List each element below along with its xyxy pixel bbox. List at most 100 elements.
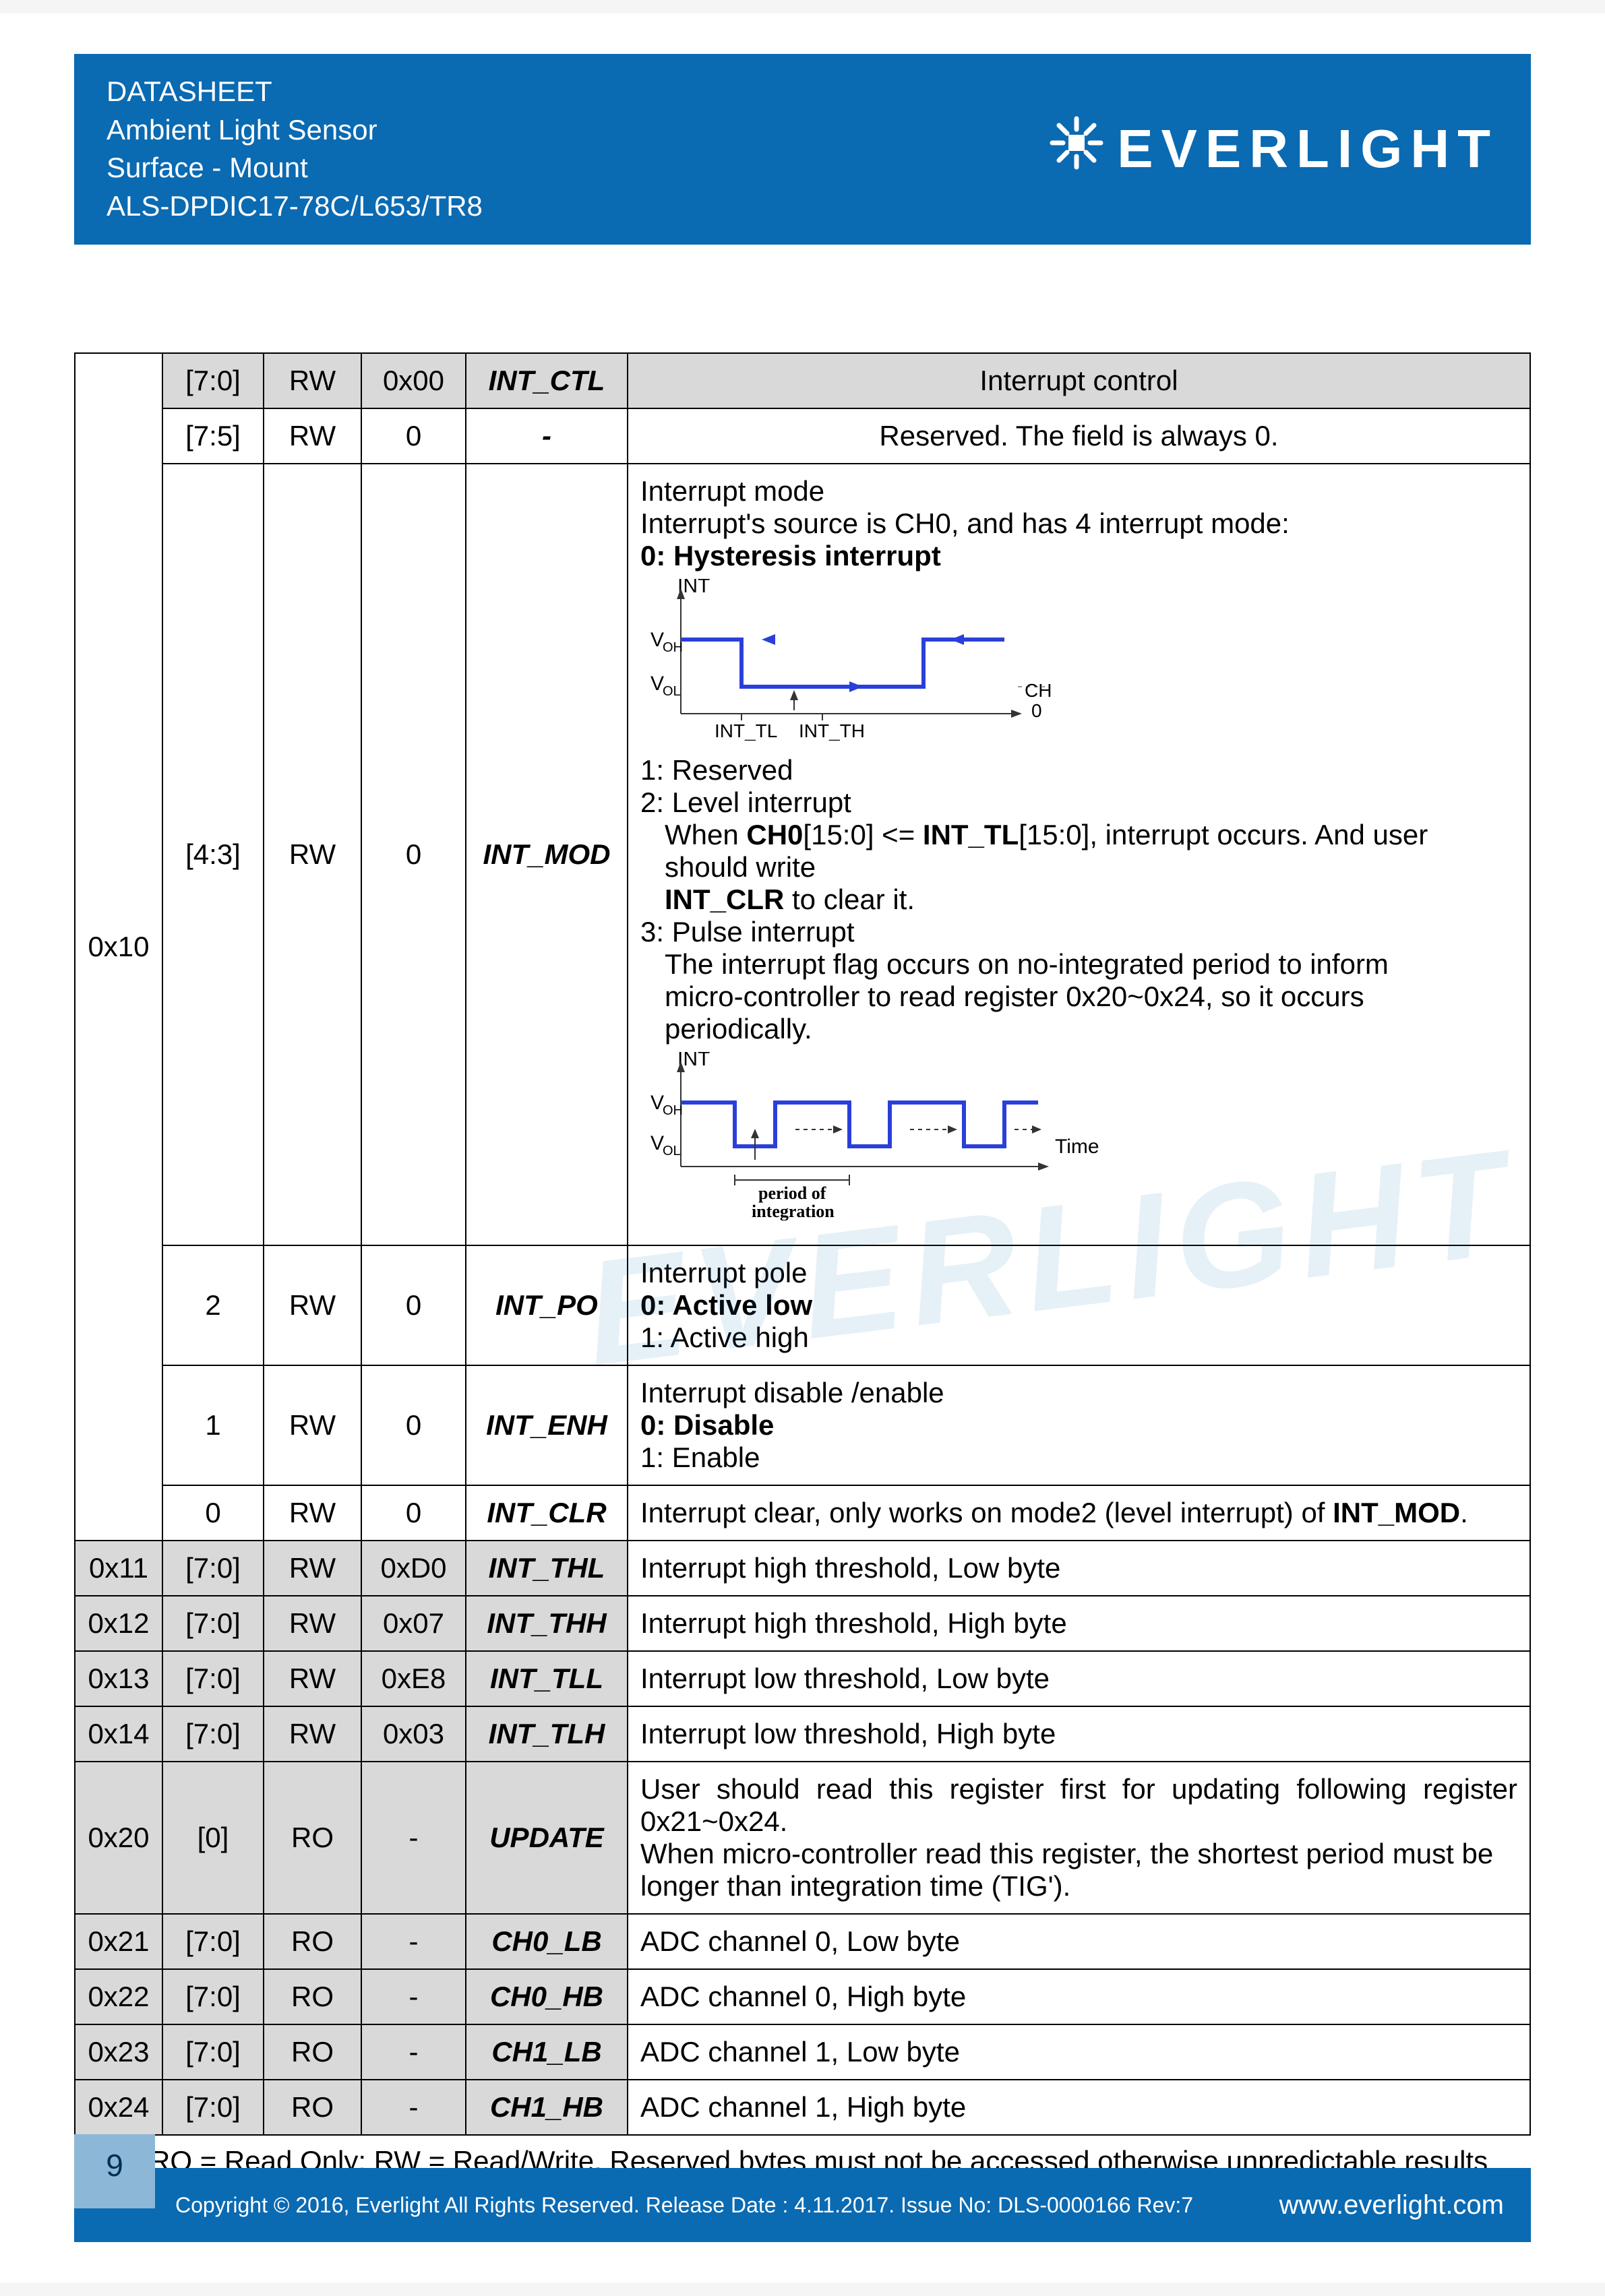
cell-rw: RW — [264, 1485, 361, 1541]
svg-text:OH: OH — [663, 1103, 683, 1118]
table-row: 0x12 [7:0] RW 0x07 INT_THH Interrupt hig… — [75, 1596, 1530, 1651]
intmod-m1: 1: Reserved — [640, 754, 1517, 786]
cell-def: 0x03 — [361, 1706, 466, 1762]
cell-def: 0x07 — [361, 1596, 466, 1651]
intenh-l1: Interrupt disable /enable — [640, 1377, 1517, 1409]
intpo-l2: 0: Active low — [640, 1289, 1517, 1322]
cell-name: INT_TLL — [466, 1651, 628, 1706]
svg-text:INT_TL: INT_TL — [715, 720, 777, 741]
cell-rw: RW — [264, 353, 361, 408]
cell-addr: 0x21 — [75, 1914, 162, 1969]
table-row: 2 RW 0 INT_PO Interrupt pole 0: Active l… — [75, 1245, 1530, 1365]
cell-desc: Reserved. The field is always 0. — [628, 408, 1530, 464]
cell-bits: [0] — [162, 1762, 264, 1914]
cell-desc: Interrupt pole 0: Active low 1: Active h… — [628, 1245, 1530, 1365]
header-line-3: Surface - Mount — [107, 149, 483, 187]
table-row: 0 RW 0 INT_CLR Interrupt clear, only wor… — [75, 1485, 1530, 1541]
cell-name: INT_CLR — [466, 1485, 628, 1541]
table-row: 0x13 [7:0] RW 0xE8 INT_TLL Interrupt low… — [75, 1651, 1530, 1706]
cell-def: 0 — [361, 1245, 466, 1365]
intmod-l3: 0: Hysteresis interrupt — [640, 540, 1517, 572]
cell-rw: RO — [264, 2024, 361, 2080]
cell-name: - — [466, 408, 628, 464]
cell-addr: 0x23 — [75, 2024, 162, 2080]
cell-bits: [7:0] — [162, 1914, 264, 1969]
svg-text:OL: OL — [663, 1144, 681, 1158]
cell-desc: ADC channel 0, High byte — [628, 1969, 1530, 2024]
intpo-l1: Interrupt pole — [640, 1257, 1517, 1289]
intmod-m3a: The interrupt flag occurs on no-integrat… — [640, 948, 1517, 981]
hysteresis-diagram: INT VOH VOL CH 0 — [640, 579, 1517, 741]
cell-rw: RW — [264, 1596, 361, 1651]
cell-bits: 1 — [162, 1365, 264, 1485]
footer-copyright: Copyright © 2016, Everlight All Rights R… — [175, 2193, 1279, 2218]
cell-addr: 0x14 — [75, 1706, 162, 1762]
cell-def: - — [361, 1762, 466, 1914]
cell-name: INT_PO — [466, 1245, 628, 1365]
update-l2: When micro-controller read this register… — [640, 1838, 1517, 1902]
cell-name: INT_MOD — [466, 464, 628, 1245]
cell-desc: User should read this register first for… — [628, 1762, 1530, 1914]
cell-desc: Interrupt high threshold, Low byte — [628, 1541, 1530, 1596]
svg-text:Time: Time — [1055, 1136, 1099, 1158]
intmod-l2: Interrupt's source is CH0, and has 4 int… — [640, 507, 1517, 540]
cell-addr: 0x11 — [75, 1541, 162, 1596]
cell-name: CH1_LB — [466, 2024, 628, 2080]
datasheet-page: EVERLIGHT DATASHEET Ambient Light Sensor… — [0, 13, 1605, 2283]
table-row: 0x10 [7:0] RW 0x00 INT_CTL Interrupt con… — [75, 353, 1530, 408]
cell-bits: [7:0] — [162, 1969, 264, 2024]
svg-text:period of: period of — [758, 1183, 826, 1203]
cell-bits: [7:0] — [162, 1651, 264, 1706]
cell-desc: Interrupt low threshold, Low byte — [628, 1651, 1530, 1706]
cell-name: INT_CTL — [466, 353, 628, 408]
svg-text:0: 0 — [1031, 700, 1042, 721]
cell-rw: RO — [264, 1969, 361, 2024]
cell-def: - — [361, 2024, 466, 2080]
intmod-l1: Interrupt mode — [640, 475, 1517, 507]
table-row: 0x23 [7:0] RO - CH1_LB ADC channel 1, Lo… — [75, 2024, 1530, 2080]
table-row: 0x20 [0] RO - UPDATE User should read th… — [75, 1762, 1530, 1914]
header-line-1: DATASHEET — [107, 73, 483, 111]
cell-bits: [7:0] — [162, 1596, 264, 1651]
cell-name: INT_ENH — [466, 1365, 628, 1485]
cell-bits: [7:0] — [162, 2024, 264, 2080]
cell-bits: [7:0] — [162, 1706, 264, 1762]
cell-bits: [7:0] — [162, 1541, 264, 1596]
table-row: [4:3] RW 0 INT_MOD Interrupt mode Interr… — [75, 464, 1530, 1245]
cell-desc: ADC channel 1, Low byte — [628, 2024, 1530, 2080]
cell-desc: Interrupt control — [628, 353, 1530, 408]
update-l1: User should read this register first for… — [640, 1773, 1517, 1838]
cell-def: - — [361, 2080, 466, 2135]
cell-def: 0xD0 — [361, 1541, 466, 1596]
cell-rw: RO — [264, 2080, 361, 2135]
svg-text:integration: integration — [752, 1202, 835, 1220]
cell-desc: ADC channel 0, Low byte — [628, 1914, 1530, 1969]
cell-def: 0xE8 — [361, 1651, 466, 1706]
cell-desc: Interrupt low threshold, High byte — [628, 1706, 1530, 1762]
cell-addr: 0x24 — [75, 2080, 162, 2135]
cell-bits: 0 — [162, 1485, 264, 1541]
svg-text:INT_TH: INT_TH — [799, 720, 865, 741]
svg-text:V: V — [650, 1092, 664, 1114]
cell-name: INT_THH — [466, 1596, 628, 1651]
svg-text:V: V — [650, 673, 664, 695]
table-row: 0x22 [7:0] RO - CH0_HB ADC channel 0, Hi… — [75, 1969, 1530, 2024]
cell-rw: RW — [264, 464, 361, 1245]
svg-text:CH: CH — [1025, 680, 1052, 701]
table-row: 0x14 [7:0] RW 0x03 INT_TLH Interrupt low… — [75, 1706, 1530, 1762]
cell-bits: [4:3] — [162, 464, 264, 1245]
cell-def: 0 — [361, 464, 466, 1245]
intmod-m2: 2: Level interrupt — [640, 786, 1517, 819]
cell-rw: RW — [264, 1651, 361, 1706]
header-line-4: ALS-DPDIC17-78C/L653/TR8 — [107, 187, 483, 226]
table-row: 1 RW 0 INT_ENH Interrupt disable /enable… — [75, 1365, 1530, 1485]
cell-rw: RW — [264, 1541, 361, 1596]
table-row: 0x11 [7:0] RW 0xD0 INT_THL Interrupt hig… — [75, 1541, 1530, 1596]
cell-def: 0 — [361, 1485, 466, 1541]
intpo-l3: 1: Active high — [640, 1322, 1517, 1354]
cell-addr: 0x22 — [75, 1969, 162, 2024]
cell-addr: 0x10 — [75, 353, 162, 1541]
cell-name: CH1_HB — [466, 2080, 628, 2135]
intmod-m3: 3: Pulse interrupt — [640, 916, 1517, 948]
table-row: [7:5] RW 0 - Reserved. The field is alwa… — [75, 408, 1530, 464]
